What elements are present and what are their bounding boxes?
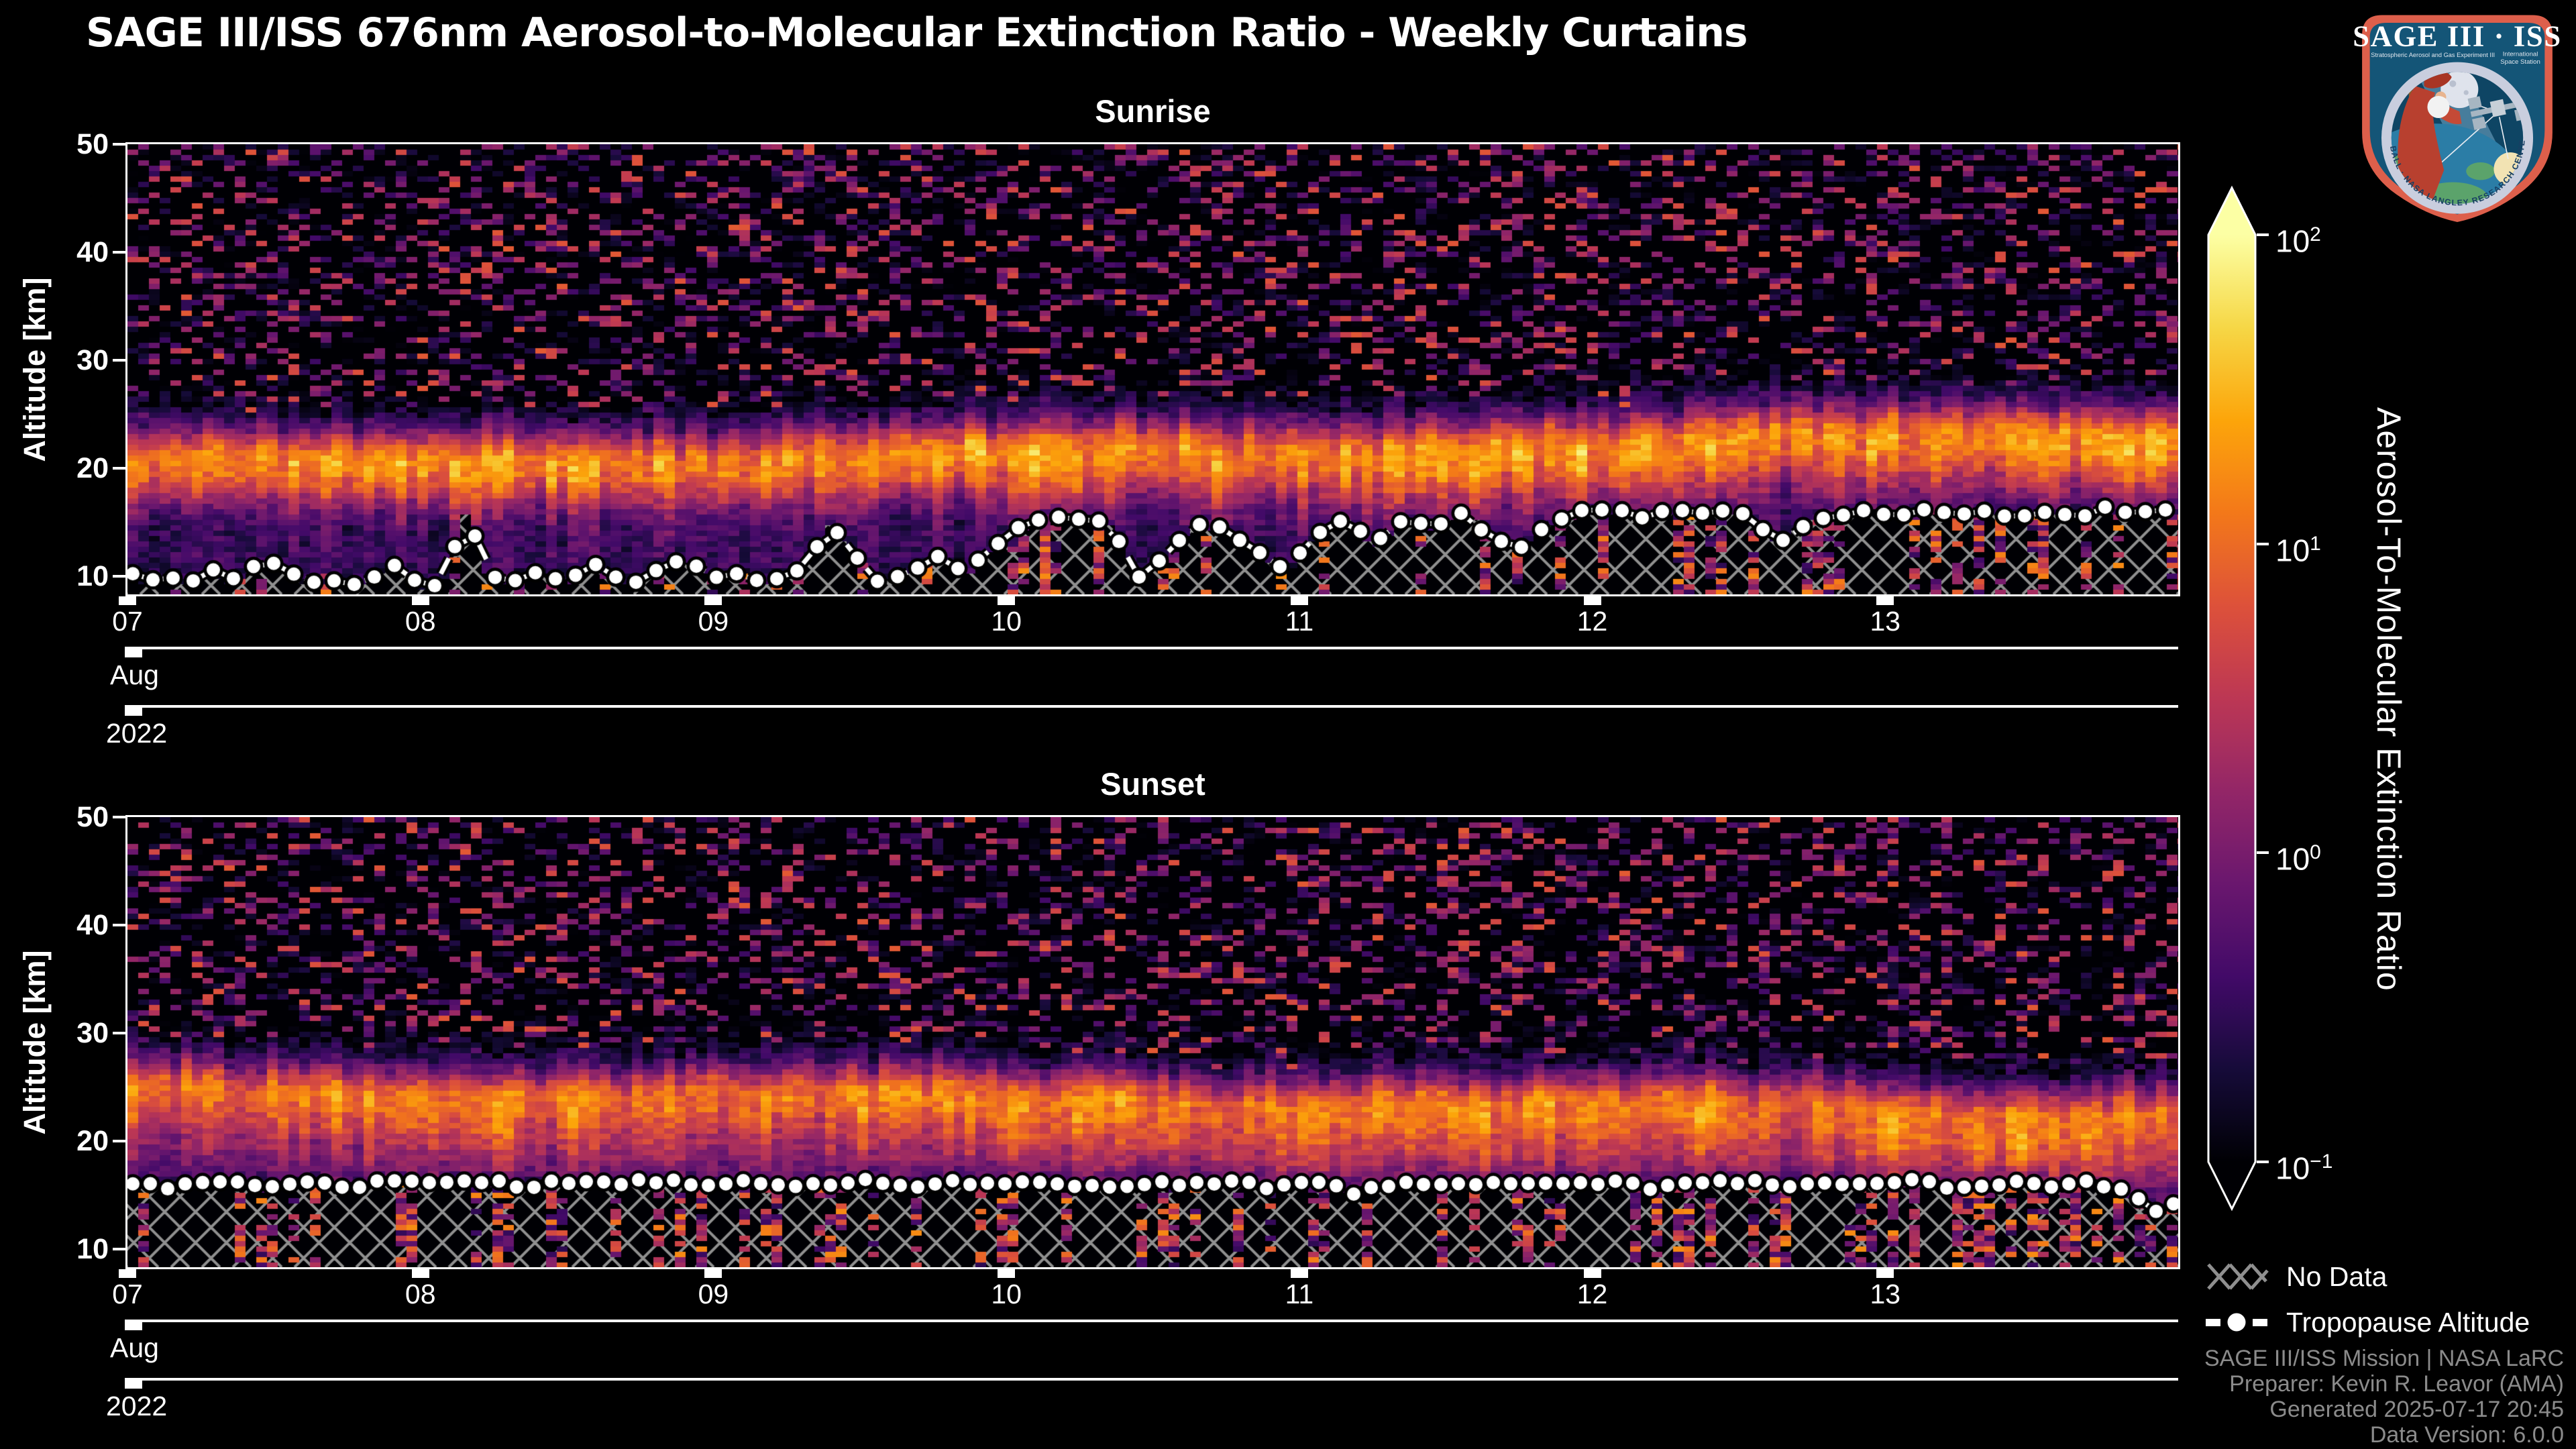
date-axis-line [125, 647, 2178, 649]
x-tick-label: 11 [1285, 606, 1314, 637]
colorbar-tick-label: 100 [2275, 841, 2321, 877]
x-tick-mark [119, 1269, 136, 1278]
y-tick-mark [113, 358, 126, 362]
y-tick-label: 10 [76, 559, 109, 592]
month-label: Aug [110, 659, 159, 690]
y-tick-mark [113, 574, 126, 578]
colorbar-tick [2257, 543, 2269, 545]
x-tick-mark [1583, 596, 1601, 605]
credit-preparer: Preparer: Kevin R. Leavor (AMA) [2229, 1371, 2564, 1397]
logo-earth-land [2466, 162, 2496, 180]
x-tick-mark [411, 1269, 429, 1278]
x-tick-label: 11 [1285, 1279, 1314, 1309]
x-tick-label: 10 [991, 1279, 1022, 1309]
y-tick-label: 30 [76, 1016, 109, 1049]
y-tick-mark [113, 923, 126, 926]
logo-wizard-beard [2427, 95, 2450, 118]
credit-mission: SAGE III/ISS Mission | NASA LaRC [2204, 1346, 2564, 1371]
x-tick-label: 09 [698, 606, 729, 637]
x-tick-mark [1290, 596, 1308, 605]
date-axis-tick [125, 649, 142, 657]
colorbar-tick-label: 10−1 [2275, 1150, 2333, 1186]
colorbar-tick-label: 101 [2275, 533, 2321, 568]
logo-moon-crater [2449, 80, 2457, 87]
year-label: 2022 [106, 718, 168, 749]
logo-title: SAGE III · ISS [2353, 19, 2562, 53]
y-tick-label: 20 [76, 1124, 109, 1157]
credit-generated: Generated 2025-07-17 20:45 [2269, 1397, 2564, 1422]
mission-logo: SAGE III · ISS Stratospheric Aerosol and… [2347, 4, 2562, 223]
y-tick-label: 40 [76, 908, 109, 941]
logo-subtitle-left: Stratospheric Aerosol and Gas Experiment… [2371, 52, 2495, 58]
month-label: Aug [110, 1332, 159, 1363]
y-tick-label: 10 [76, 1232, 109, 1265]
x-tick-mark [1583, 1269, 1601, 1278]
y-tick-mark [113, 250, 126, 254]
date-axis-tick [125, 1322, 142, 1330]
sunset-plot-frame [125, 815, 2180, 1269]
y-tick-mark [113, 466, 126, 470]
tropopause-line-icon [2206, 1313, 2267, 1332]
panel-title-sunrise: Sunrise [1095, 93, 1211, 129]
panel-title-sunset: Sunset [1100, 766, 1205, 802]
x-tick-label: 13 [1870, 606, 1901, 637]
date-axis-line [125, 1320, 2178, 1322]
x-tick-label: 08 [405, 1279, 436, 1309]
y-tick-label: 40 [76, 235, 109, 268]
x-tick-label: 12 [1576, 606, 1608, 637]
x-tick-label: 13 [1870, 1279, 1901, 1309]
x-tick-mark [998, 1269, 1016, 1278]
sunrise-plot-frame [125, 142, 2180, 596]
logo-subtitle-right-1: International [2503, 51, 2538, 58]
sunset-heatmap-canvas [127, 817, 2178, 1267]
colorbar-tick-label: 102 [2275, 223, 2321, 259]
x-tick-label: 12 [1576, 1279, 1608, 1309]
date-axis-line [125, 705, 2178, 708]
colorbar-tick [2257, 233, 2269, 236]
no-data-hatch-icon [2207, 1263, 2269, 1290]
y-tick-mark [113, 1247, 126, 1250]
x-tick-mark [1290, 1269, 1308, 1278]
colorbar [2207, 185, 2257, 1212]
legend-label-no-data: No Data [2286, 1261, 2387, 1292]
date-axis-tick [125, 708, 142, 716]
x-tick-label: 10 [991, 606, 1022, 637]
y-tick-mark [113, 143, 126, 146]
y-tick-mark [113, 1139, 126, 1142]
colorbar-tick [2257, 851, 2269, 854]
y-tick-mark [113, 1031, 126, 1034]
y-tick-label: 30 [76, 343, 109, 376]
sunrise-heatmap-canvas [127, 144, 2178, 594]
y-tick-label: 20 [76, 451, 109, 484]
logo-subtitle-right-2: Space Station [2500, 58, 2540, 66]
page-title: SAGE III/ISS 676nm Aerosol-to-Molecular … [86, 9, 1748, 56]
date-axis-tick [125, 1381, 142, 1389]
x-tick-label: 08 [405, 606, 436, 637]
credit-data-version: Data Version: 6.0.0 [2369, 1422, 2564, 1448]
x-tick-label: 07 [112, 1279, 143, 1309]
y-tick-label: 50 [76, 801, 109, 833]
x-tick-mark [704, 1269, 722, 1278]
x-tick-mark [704, 596, 722, 605]
x-tick-mark [119, 596, 136, 605]
date-axis-line [125, 1378, 2178, 1381]
x-tick-mark [998, 596, 1016, 605]
x-tick-label: 09 [698, 1279, 729, 1309]
legend-label-tropopause: Tropopause Altitude [2286, 1307, 2530, 1338]
colorbar-bar [2207, 185, 2257, 1212]
colorbar-axis-label: Aerosol-To-Molecular Extinction Ratio [2370, 407, 2408, 991]
colorbar-tick [2257, 1161, 2269, 1163]
x-tick-mark [1876, 596, 1894, 605]
y-tick-label: 50 [76, 128, 109, 160]
logo-moon-crater [2463, 90, 2469, 95]
x-tick-mark [1876, 1269, 1894, 1278]
x-tick-mark [411, 596, 429, 605]
y-tick-mark [113, 816, 126, 818]
x-tick-label: 07 [112, 606, 143, 637]
year-label: 2022 [106, 1391, 168, 1421]
